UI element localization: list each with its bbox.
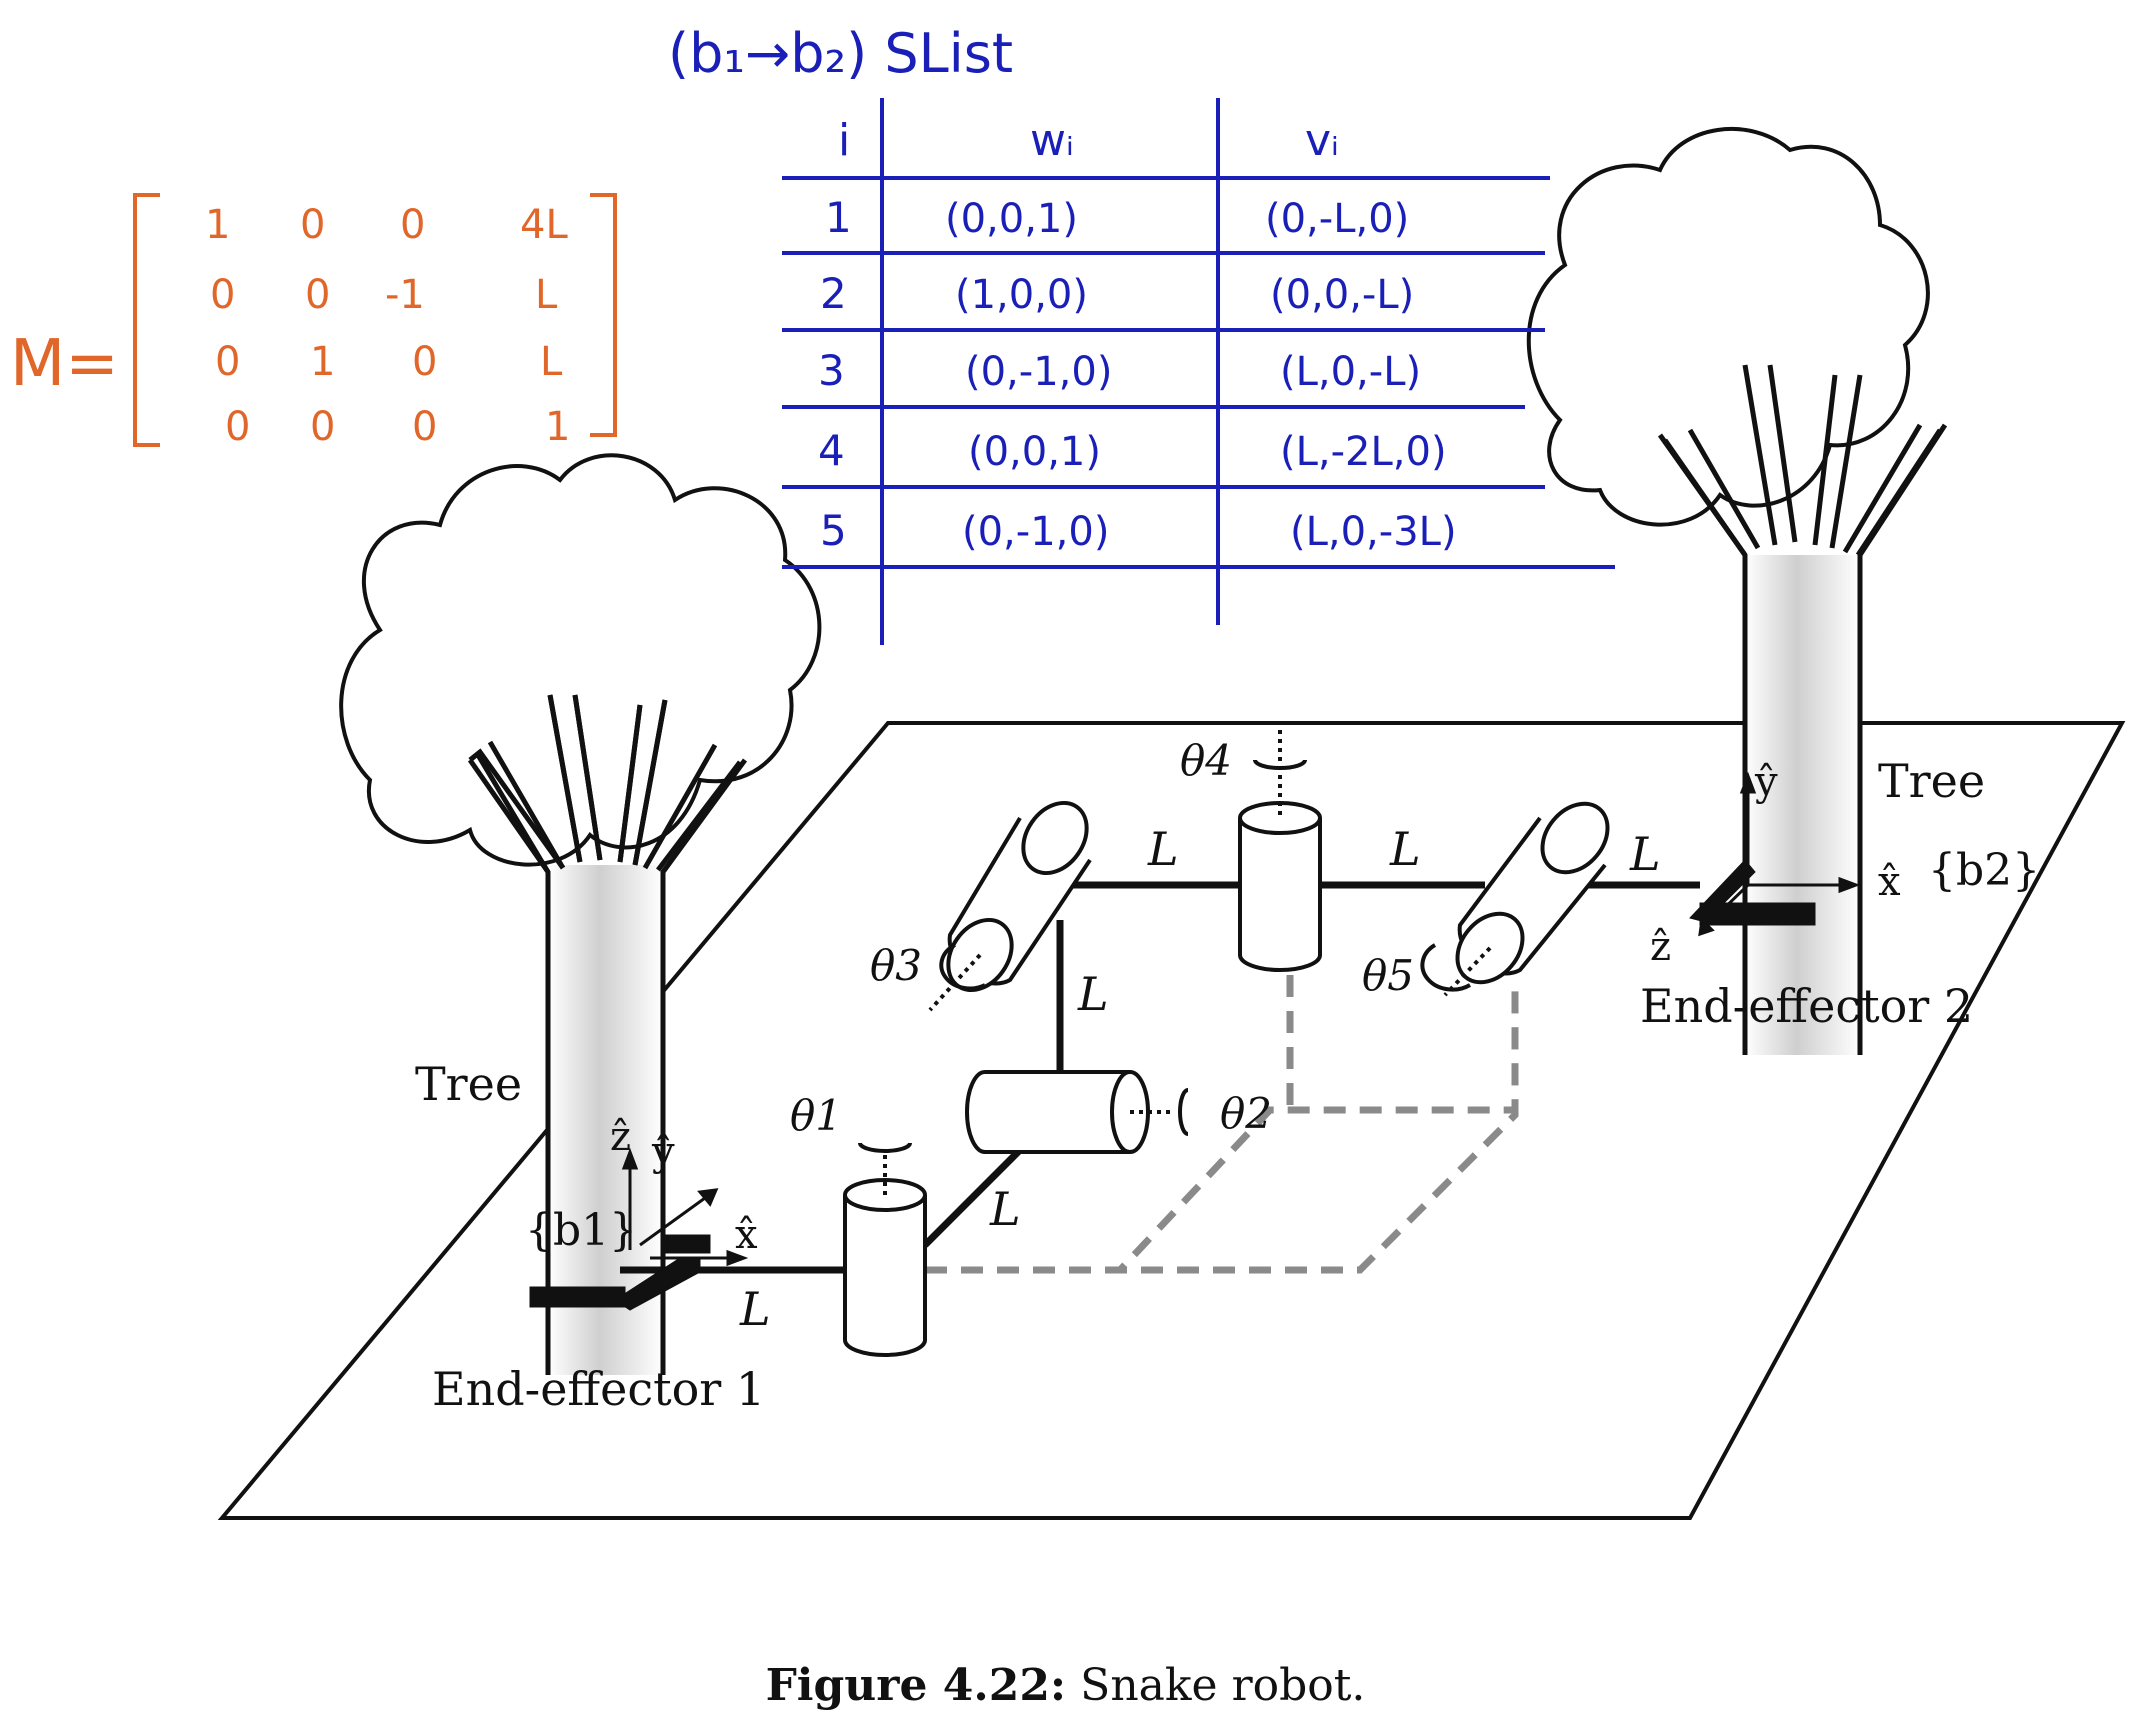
slist-row-w: (0,-1,0) [965, 349, 1112, 395]
frame-b1-x-label: x̂ [735, 1212, 758, 1258]
frame-b2-y-label: ŷ [1754, 759, 1778, 805]
frame-b2-axes [1698, 771, 1861, 937]
joint-label-theta5: θ5 [1362, 951, 1414, 1000]
matrix-cell: 1 [545, 404, 570, 450]
joint-label-theta4: θ4 [1180, 736, 1232, 785]
slist-row-index: 4 [818, 426, 845, 475]
link-label: L [1389, 822, 1421, 876]
slist-row-w: (0,0,1) [945, 196, 1078, 242]
matrix-cell: 0 [305, 272, 330, 318]
link-label: L [1077, 967, 1109, 1021]
ground-plane [217, 721, 2126, 1520]
tree-label-right: Tree [1878, 754, 1985, 808]
matrix-cell: L [535, 272, 558, 318]
slist-annotation: (b₁→b₂) SList i wᵢ vᵢ 1 (0,0,1) (0,-L,0)… [668, 22, 1615, 645]
slist-row-v: (L,0,-L) [1280, 349, 1421, 395]
end-effector-2-label: End-effector 2 [1640, 979, 1973, 1033]
matrix-cell: 0 [225, 404, 250, 450]
joint-label-theta1: θ1 [790, 1091, 842, 1140]
joint-3-cylinder [928, 800, 1092, 1012]
end-effector-1-gripper [529, 1234, 711, 1311]
slist-row-w: (0,-1,0) [962, 509, 1109, 555]
link-label: L [1147, 822, 1179, 876]
slist-header-v: vᵢ [1305, 115, 1339, 166]
joint-4-cylinder [1238, 730, 1322, 972]
tree-label-left: Tree [415, 1057, 522, 1111]
figure-caption-text: Snake robot. [1080, 1660, 1366, 1711]
slist-title: (b₁→b₂) SList [668, 22, 1013, 85]
link-label: L [1629, 827, 1661, 881]
end-effector-1-label: End-effector 1 [432, 1362, 765, 1416]
joint-5-cylinder [1420, 801, 1610, 997]
matrix-cell: L [540, 339, 563, 385]
slist-row-index: 3 [818, 346, 845, 395]
matrix-cell: 0 [310, 404, 335, 450]
dashed-reference-path-2 [925, 975, 1519, 1274]
matrix-cell: 0 [215, 339, 240, 385]
joint-1-cylinder [843, 1142, 927, 1357]
frame-b1-y-label: ŷ [651, 1129, 675, 1175]
slist-row-v: (0,0,-L) [1270, 272, 1414, 318]
matrix-cell: 0 [412, 339, 437, 385]
matrix-label: M= [10, 327, 119, 401]
slist-row-w: (1,0,0) [955, 272, 1088, 318]
matrix-cell: 0 [210, 272, 235, 318]
frame-b2-z-label: ẑ [1650, 924, 1671, 970]
figure-caption-label: Figure 4.22: [765, 1660, 1067, 1711]
slist-row-v: (0,-L,0) [1265, 196, 1409, 242]
slist-row-w: (0,0,1) [968, 429, 1101, 475]
slist-header-w: wᵢ [1030, 115, 1074, 166]
frame-b2-label: {b2} [1928, 845, 2040, 896]
right-tree [1526, 127, 1948, 1055]
frame-b1-label: {b1} [525, 1205, 637, 1256]
matrix-cell: 1 [310, 339, 335, 385]
frame-b1-axes [621, 1147, 749, 1267]
matrix-cell: 1 [205, 202, 230, 248]
frame-b1-z-label: ẑ [610, 1114, 631, 1160]
joint-label-theta2: θ2 [1220, 1089, 1272, 1138]
link-label: L [739, 1282, 771, 1336]
matrix-cell: 0 [300, 202, 325, 248]
figure-caption: Figure 4.22: Snake robot. [0, 1660, 2131, 1711]
slist-row-index: 1 [825, 193, 852, 242]
matrix-cell: 4L [520, 202, 568, 248]
link-label: L [989, 1182, 1021, 1236]
matrix-m-annotation: M= 1 0 0 4L 0 0 -1 L 0 1 0 L 0 0 0 1 [10, 193, 617, 450]
frame-b2-x-label: x̂ [1878, 859, 1901, 905]
end-effector-2-gripper [1689, 859, 1816, 926]
slist-row-v: (L,0,-3L) [1290, 509, 1457, 555]
matrix-cell: 0 [412, 404, 437, 450]
slist-row-index: 2 [820, 269, 847, 318]
slist-row-index: 5 [820, 506, 847, 555]
dashed-reference-path [925, 995, 1519, 1274]
joint-2-cylinder [965, 1070, 1189, 1154]
slist-row-v: (L,-2L,0) [1280, 429, 1447, 475]
matrix-cell: 0 [400, 202, 425, 248]
slist-header-i: i [838, 115, 850, 166]
matrix-cell: -1 [385, 272, 425, 318]
joint-label-theta3: θ3 [870, 941, 922, 990]
